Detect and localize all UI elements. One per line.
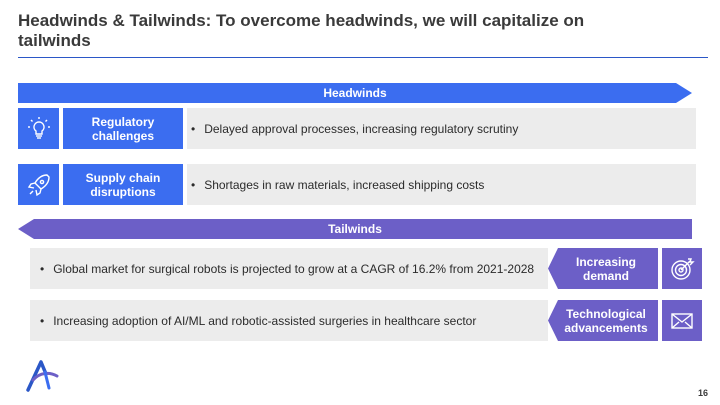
page-number: 16: [697, 388, 708, 398]
title-divider: [18, 57, 708, 58]
company-logo: [26, 360, 59, 392]
supply-chain-disruptions-label: Supply chain disruptions: [63, 164, 183, 205]
tailwinds-banner: Tailwinds: [18, 219, 692, 239]
tailwinds-banner-label: Tailwinds: [328, 222, 382, 236]
slide-title: Headwinds & Tailwinds: To overcome headw…: [18, 11, 585, 50]
bullet: •: [191, 177, 196, 192]
bullet: •: [191, 121, 196, 136]
bullet: •: [40, 313, 45, 328]
rocket-icon: [18, 164, 59, 205]
tailwind-detail: Global market for surgical robots is pro…: [53, 261, 535, 276]
regulatory-challenges-text: • Delayed approval processes, increasing…: [187, 108, 696, 149]
increasing-demand-label: Increasing demand: [548, 248, 658, 289]
increasing-demand-text: • Global market for surgical robots is p…: [30, 248, 548, 289]
headwinds-banner-label: Headwinds: [323, 86, 387, 100]
tailwind-detail: Increasing adoption of AI/ML and robotic…: [53, 313, 477, 328]
supply-chain-disruptions-text: • Shortages in raw materials, increased …: [187, 164, 696, 205]
headwind-detail: Shortages in raw materials, increased sh…: [204, 177, 485, 192]
technological-advancements-text: • Increasing adoption of AI/ML and robot…: [30, 300, 548, 341]
headwind-detail: Delayed approval processes, increasing r…: [204, 121, 519, 136]
technological-advancements-label: Technological advancements: [548, 300, 658, 341]
target-icon: [662, 248, 702, 289]
headwinds-banner: Headwinds: [18, 83, 692, 103]
envelope-icon: [662, 300, 702, 341]
bullet: •: [40, 261, 45, 276]
lightbulb-icon: [18, 108, 59, 149]
regulatory-challenges-label: Regulatory challenges: [63, 108, 183, 149]
